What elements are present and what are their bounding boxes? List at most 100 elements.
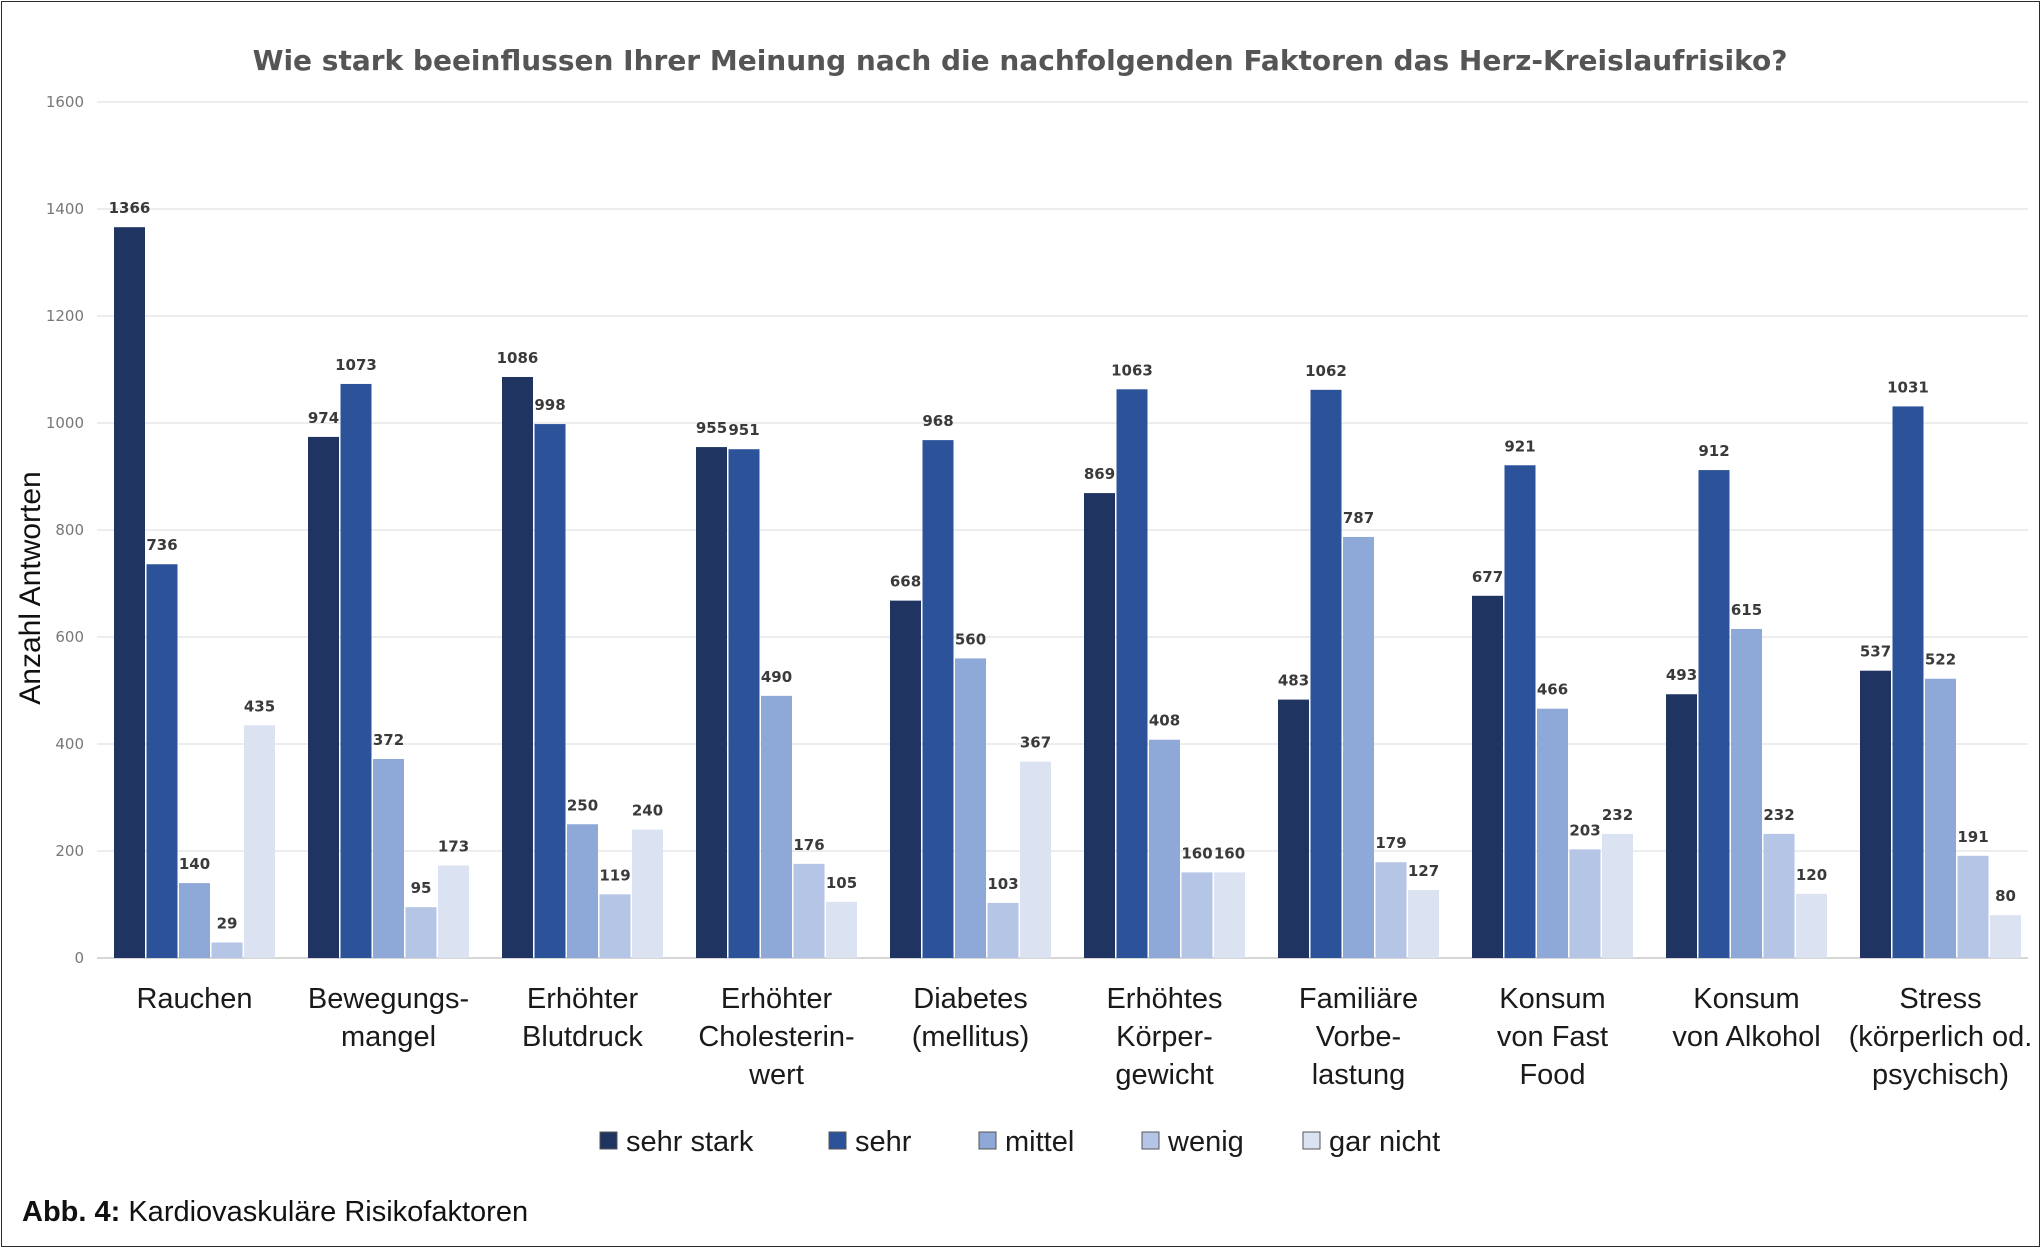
y-tick-label: 1400	[46, 200, 84, 218]
caption-text: Kardiovaskuläre Risikofaktoren	[128, 1196, 529, 1228]
bar	[1731, 628, 1762, 958]
bar	[922, 440, 954, 958]
bar	[1278, 699, 1309, 958]
data-label: 140	[179, 855, 210, 873]
bar	[1181, 872, 1213, 958]
y-tick-label: 1000	[46, 414, 84, 432]
bar	[987, 902, 1019, 958]
bar	[1569, 849, 1601, 958]
y-axis-label: Anzahl Antworten	[14, 471, 47, 704]
bar	[534, 424, 566, 958]
data-label: 974	[308, 409, 339, 427]
bar	[728, 449, 760, 958]
data-label: 483	[1278, 672, 1309, 690]
bar	[761, 695, 792, 958]
bar	[1666, 694, 1697, 958]
legend-label: wenig	[1167, 1126, 1244, 1158]
data-label: 80	[1995, 887, 2016, 905]
bar	[1796, 893, 1827, 958]
data-label: 1366	[109, 199, 151, 217]
bar	[1020, 761, 1051, 958]
y-tick-label: 600	[55, 628, 84, 646]
data-labels: 1366 736 140 29 435 974 1073 372 95 173 1086 998 250…	[109, 199, 2016, 932]
legend-item: sehr stark	[599, 1126, 754, 1158]
legend-label: sehr	[855, 1126, 912, 1158]
legend-item: sehr	[828, 1126, 912, 1158]
bar	[1990, 915, 2021, 958]
bar	[1602, 833, 1633, 958]
data-label: 160	[1181, 844, 1212, 862]
data-label: 408	[1149, 712, 1180, 730]
bar	[1472, 595, 1503, 958]
bar	[438, 865, 469, 958]
category-label: Bewegungs-mangel	[308, 983, 469, 1053]
bar	[1504, 465, 1536, 958]
bar	[696, 447, 727, 958]
bar	[1310, 389, 1342, 959]
chart-title: Wie stark beeinflussen Ihrer Meinung nac…	[253, 44, 1788, 77]
legend-label: sehr stark	[626, 1126, 754, 1158]
data-label: 120	[1796, 866, 1827, 884]
legend: sehr stark sehr mittel wenig gar nicht	[599, 1126, 1440, 1158]
data-label: 176	[793, 836, 824, 854]
category-label: Erhöhter Blutdruck	[522, 983, 643, 1053]
data-label: 160	[1214, 844, 1245, 862]
bar	[146, 564, 178, 958]
y-axis-ticks: 0 200 400 600 800 1000 1200 1400 1600	[46, 93, 84, 967]
bars	[114, 227, 2021, 959]
data-label: 232	[1763, 806, 1794, 824]
data-label: 240	[632, 802, 663, 820]
data-label: 490	[761, 668, 792, 686]
bar	[1957, 855, 1989, 958]
data-label: 179	[1375, 834, 1406, 852]
legend-swatch	[599, 1131, 618, 1150]
bar	[1214, 872, 1245, 958]
data-label: 1031	[1887, 378, 1929, 396]
legend-swatch	[828, 1131, 847, 1150]
y-tick-label: 400	[55, 735, 84, 753]
legend-item: gar nicht	[1302, 1126, 1440, 1158]
bar	[1860, 670, 1891, 958]
bar	[502, 376, 533, 958]
legend-swatch	[1141, 1131, 1160, 1150]
data-label: 951	[728, 421, 759, 439]
data-label: 103	[987, 875, 1018, 893]
data-label: 466	[1537, 681, 1568, 699]
data-label: 1062	[1305, 362, 1347, 380]
caption-label: Abb. 4:	[22, 1196, 121, 1228]
data-label: 998	[534, 396, 565, 414]
legend-item: wenig	[1141, 1126, 1244, 1158]
bar	[890, 600, 921, 958]
data-label: 912	[1698, 442, 1729, 460]
category-label: Erhöhtes Körper-gewicht	[1106, 983, 1222, 1091]
bar	[179, 883, 210, 958]
bar	[1698, 470, 1730, 958]
data-label: 127	[1408, 862, 1439, 880]
data-label: 668	[890, 573, 921, 591]
data-label: 435	[244, 697, 275, 715]
data-label: 493	[1666, 666, 1697, 684]
bar	[340, 383, 372, 958]
y-tick-label: 1200	[46, 307, 84, 325]
data-label: 522	[1925, 651, 1956, 669]
data-label: 173	[438, 837, 469, 855]
data-label: 250	[567, 796, 598, 814]
category-label: Stress (körperlich od. psychisch)	[1849, 983, 2033, 1091]
legend-swatch	[978, 1131, 997, 1150]
bar	[1925, 678, 1956, 958]
y-tick-label: 1600	[46, 93, 84, 111]
data-label: 191	[1957, 828, 1988, 846]
bar	[244, 725, 275, 958]
bar	[1892, 406, 1924, 958]
data-label: 105	[826, 874, 857, 892]
bar	[1343, 536, 1374, 958]
data-label: 968	[922, 412, 953, 430]
data-label: 787	[1343, 509, 1374, 527]
data-label: 560	[955, 630, 986, 648]
category-label: Familiäre Vorbe-lastung	[1299, 983, 1418, 1091]
legend-label: mittel	[1005, 1126, 1074, 1158]
category-label: Konsum von Fast Food	[1497, 983, 1608, 1091]
bar	[1537, 708, 1568, 958]
data-label: 736	[146, 536, 177, 554]
bar	[599, 894, 631, 958]
